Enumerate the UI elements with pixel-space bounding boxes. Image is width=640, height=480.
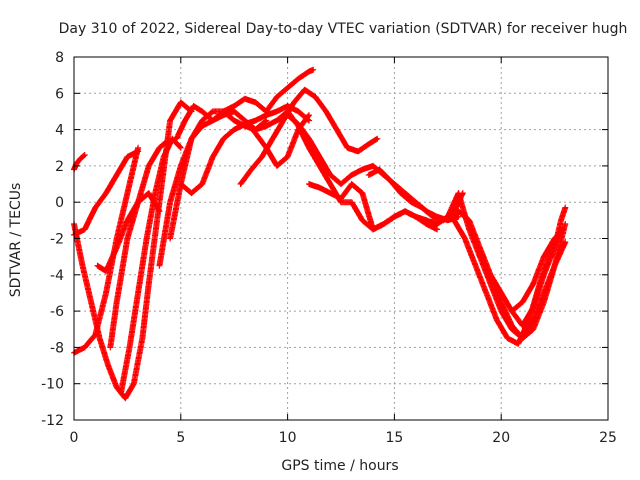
y-axis-label: SDTVAR / TECUs [8, 183, 24, 298]
series-sat-e [118, 135, 184, 396]
x-tick-label: 5 [176, 430, 185, 446]
series-marks [118, 135, 184, 396]
y-tick-label: -8 [50, 340, 64, 356]
x-tick-label: 25 [599, 430, 617, 446]
series-marks [237, 86, 381, 187]
series-sat-p [306, 181, 462, 233]
series-marks [455, 208, 569, 342]
series-marks [487, 204, 569, 329]
x-tick-label: 15 [385, 430, 403, 446]
series-sat-v [508, 226, 567, 315]
x-tick-label: 20 [492, 430, 510, 446]
series-marks [508, 226, 567, 315]
y-tick-label: -4 [50, 268, 64, 284]
y-tick-label: -2 [50, 232, 64, 248]
y-tick-label: 2 [55, 159, 64, 175]
series-sat-m [241, 112, 312, 169]
y-tick-label: 8 [55, 50, 64, 66]
series-marks [263, 66, 317, 115]
series-marks [306, 181, 462, 233]
y-tick-label: 4 [55, 123, 64, 139]
y-tick-label: -12 [41, 413, 64, 429]
y-tick-label: -10 [41, 377, 64, 393]
x-tick-label: 0 [70, 430, 79, 446]
data-points [71, 66, 569, 402]
series-sat-g [94, 190, 163, 275]
y-tick-label: 6 [55, 86, 64, 102]
series-sat-t [455, 208, 569, 342]
x-tick-label: 10 [279, 430, 297, 446]
chart-title: Day 310 of 2022, Sidereal Day-to-day VTE… [59, 21, 628, 37]
x-axis-label: GPS time / hours [281, 458, 398, 474]
y-tick-label: 0 [55, 195, 64, 211]
series-sat-l [237, 86, 381, 187]
series-marks [241, 112, 312, 169]
series-marks [177, 103, 312, 197]
y-tick-label: -6 [50, 304, 64, 320]
axis-ticks: 0 5 10 15 20 25 -12 -10 -8 -6 -4 -2 0 2 4 6 8 [41, 50, 617, 446]
series-sat-n [263, 66, 317, 115]
series-sat-u [487, 204, 569, 329]
series-marks [94, 190, 163, 275]
series-sat-k [177, 103, 312, 197]
